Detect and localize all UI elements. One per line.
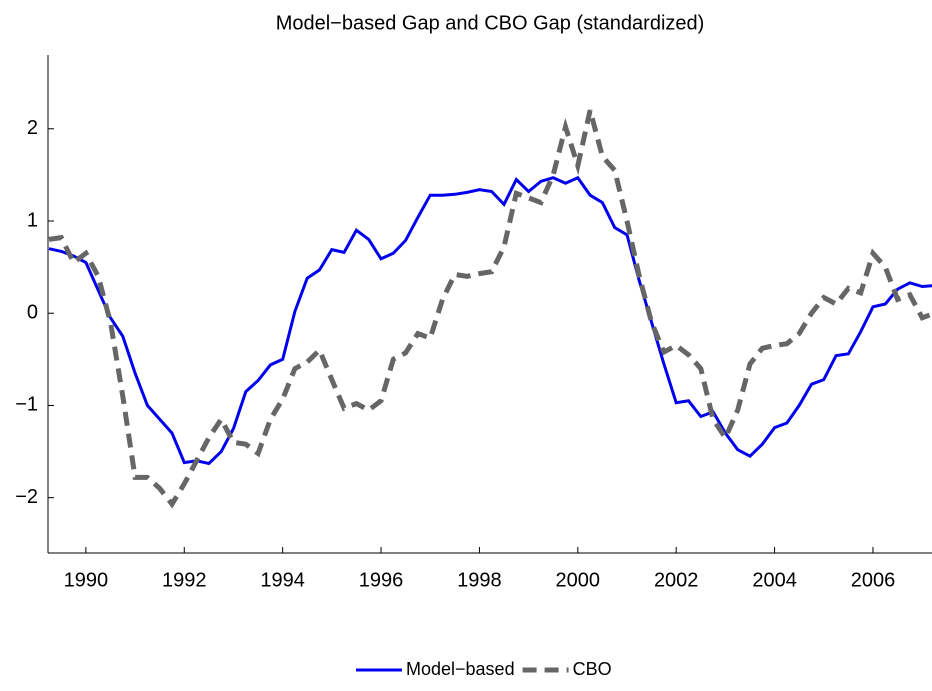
x-tick-label: 2000 xyxy=(556,569,601,591)
series-line xyxy=(48,175,932,466)
legend-label: CBO xyxy=(573,659,612,679)
y-tick-label: 0 xyxy=(27,302,38,324)
x-tick-label: 1990 xyxy=(64,569,109,591)
y-tick-label: −2 xyxy=(15,486,38,508)
y-tick-label: −1 xyxy=(15,394,38,416)
plot-area xyxy=(48,109,932,509)
series-line xyxy=(48,109,932,509)
y-tick-label: 1 xyxy=(27,209,38,231)
x-tick-label: 2002 xyxy=(654,569,699,591)
x-tick-label: 1998 xyxy=(457,569,502,591)
legend-label: Model−based xyxy=(406,659,515,679)
x-tick-label: 1994 xyxy=(260,569,305,591)
chart-title: Model−based Gap and CBO Gap (standardize… xyxy=(276,12,705,34)
y-tick-label: 2 xyxy=(27,117,38,139)
x-tick-label: 1992 xyxy=(162,569,207,591)
x-tick-label: 1996 xyxy=(359,569,404,591)
x-tick-label: 2006 xyxy=(851,569,896,591)
x-tick-label: 2004 xyxy=(752,569,797,591)
